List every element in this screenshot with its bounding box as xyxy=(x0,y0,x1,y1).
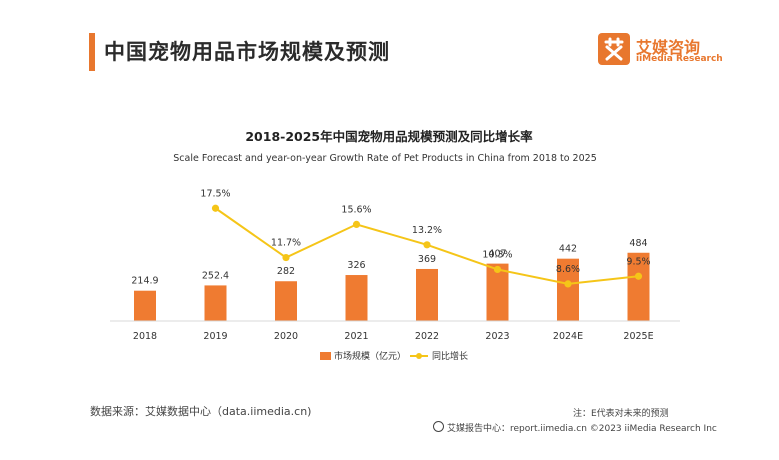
bar-2020 xyxy=(275,281,297,321)
bar-label-2023: 407 xyxy=(488,249,506,260)
growth-label-2020: 11.7% xyxy=(271,238,301,249)
growth-point-2021 xyxy=(352,220,361,228)
growth-point-2019 xyxy=(211,204,220,212)
x-tick-2025E: 2025E xyxy=(623,331,653,342)
forecast-note: 注：E代表对未来的预测 xyxy=(573,409,669,419)
footer-copyright-text: 艾媒报告中心：report.iimedia.cn ©2023 iiMedia R… xyxy=(447,424,717,434)
brand-name-en: iiMedia Research xyxy=(636,54,723,64)
bar-2025E xyxy=(627,252,650,321)
growth-point-2020 xyxy=(282,253,290,262)
growth-point-2024E xyxy=(564,280,572,288)
brand-icon xyxy=(598,33,630,65)
growth-label-2022: 13.2% xyxy=(412,225,442,236)
report-icon xyxy=(433,421,444,432)
bar-label-2025E: 484 xyxy=(629,238,647,249)
growth-point-2025E xyxy=(634,272,643,280)
bar-label-2018: 214.9 xyxy=(131,276,158,287)
brand-logo: 艾媒咨询 iiMedia Research xyxy=(598,33,723,69)
bar-2024E xyxy=(557,258,579,321)
data-source: 数据来源：艾媒数据中心（data.iimedia.cn) xyxy=(90,405,312,418)
growth-label-2021: 15.6% xyxy=(341,204,371,215)
growth-label-2024E: 8.6% xyxy=(556,264,580,275)
bar-2022 xyxy=(416,268,438,321)
x-tick-2020: 2020 xyxy=(274,331,298,342)
title-accent-bar xyxy=(89,33,95,71)
x-tick-2024E: 2024E xyxy=(553,331,583,342)
growth-label-2023: 10.3% xyxy=(482,249,512,260)
bar-label-2021: 326 xyxy=(347,260,365,271)
bar-label-2020: 282 xyxy=(277,266,295,277)
growth-label-2025E: 9.5% xyxy=(626,256,650,267)
footer-copyright: 艾媒报告中心：report.iimedia.cn ©2023 iiMedia R… xyxy=(433,421,717,434)
bar-series: 214.9 252.4 282 326 369 407 442 484 xyxy=(131,238,650,321)
bar-label-2022: 369 xyxy=(418,254,436,265)
x-tick-2021: 2021 xyxy=(344,331,368,342)
chart-subtitle: Scale Forecast and year-on-year Growth R… xyxy=(173,153,597,164)
bar-label-2019: 252.4 xyxy=(202,270,229,281)
legend: 市场规模（亿元） 同比增长 xyxy=(320,350,468,362)
x-tick-2018: 2018 xyxy=(133,331,157,342)
growth-label-2019: 17.5% xyxy=(200,188,230,199)
legend-line-marker xyxy=(416,353,422,359)
legend-bar-swatch xyxy=(320,352,331,360)
bar-2023 xyxy=(486,263,509,321)
growth-line-series: 17.5% 11.7% 15.6% 13.2% 10.3% 8.6% 9.5% xyxy=(200,188,651,288)
bar-label-2024E: 442 xyxy=(559,244,577,255)
bar-2019 xyxy=(204,285,227,321)
brand-name-cn: 艾媒咨询 xyxy=(636,38,701,57)
legend-line-label: 同比增长 xyxy=(432,350,468,362)
growth-point-2022 xyxy=(423,241,431,249)
x-tick-2019: 2019 xyxy=(203,331,227,342)
bar-2021 xyxy=(345,275,368,321)
x-tick-2023: 2023 xyxy=(485,331,509,342)
x-axis-ticks: 2018 2019 2020 2021 2022 2023 2024E 2025E xyxy=(133,331,654,342)
legend-bar-label: 市场规模（亿元） xyxy=(334,350,406,362)
chart-title: 2018-2025年中国宠物用品规模预测及同比增长率 xyxy=(245,129,533,144)
page-title: 中国宠物用品市场规模及预测 xyxy=(104,40,390,64)
bar-2018 xyxy=(134,290,156,321)
x-tick-2022: 2022 xyxy=(415,331,439,342)
growth-point-2023 xyxy=(493,265,502,274)
